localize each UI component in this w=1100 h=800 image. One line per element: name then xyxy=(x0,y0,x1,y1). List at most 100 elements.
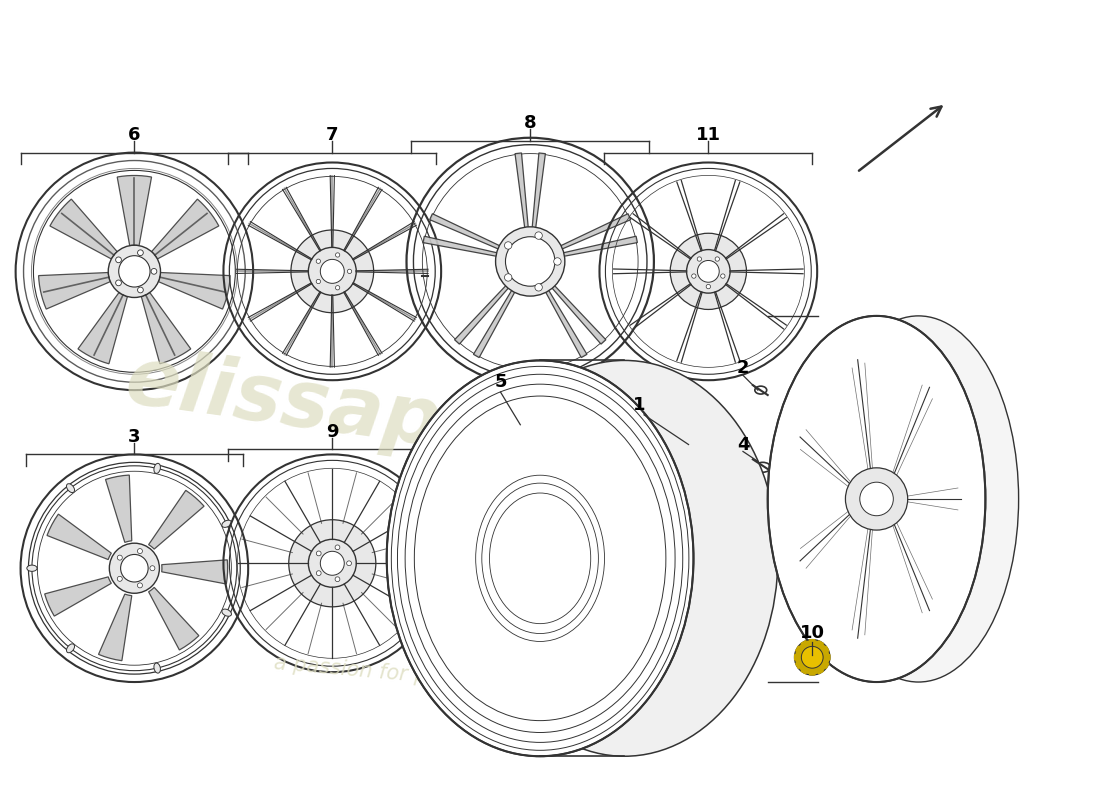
Ellipse shape xyxy=(802,646,823,668)
Ellipse shape xyxy=(482,483,598,634)
Ellipse shape xyxy=(308,539,356,587)
Polygon shape xyxy=(158,273,230,309)
Ellipse shape xyxy=(118,576,122,582)
Ellipse shape xyxy=(348,269,352,274)
Polygon shape xyxy=(801,658,812,674)
Ellipse shape xyxy=(768,316,986,682)
Text: 8: 8 xyxy=(524,114,537,132)
Ellipse shape xyxy=(222,609,231,616)
Ellipse shape xyxy=(506,237,554,286)
Polygon shape xyxy=(812,641,824,658)
Ellipse shape xyxy=(392,366,689,750)
Text: 6: 6 xyxy=(128,126,141,144)
Polygon shape xyxy=(39,273,110,309)
Ellipse shape xyxy=(154,463,161,474)
Ellipse shape xyxy=(222,520,231,527)
Ellipse shape xyxy=(505,242,512,249)
Ellipse shape xyxy=(336,253,340,257)
Polygon shape xyxy=(795,658,812,669)
Polygon shape xyxy=(50,199,118,259)
Polygon shape xyxy=(99,594,132,661)
Ellipse shape xyxy=(119,256,150,287)
Polygon shape xyxy=(454,281,513,344)
Ellipse shape xyxy=(316,259,320,263)
Ellipse shape xyxy=(336,286,340,290)
Ellipse shape xyxy=(138,549,142,554)
Ellipse shape xyxy=(289,520,376,607)
Polygon shape xyxy=(424,236,504,258)
Ellipse shape xyxy=(320,551,344,575)
Ellipse shape xyxy=(535,284,542,291)
Ellipse shape xyxy=(490,493,591,624)
Ellipse shape xyxy=(697,257,702,262)
Polygon shape xyxy=(812,646,828,658)
Polygon shape xyxy=(148,490,205,549)
Text: 7: 7 xyxy=(326,126,339,144)
Ellipse shape xyxy=(151,269,157,274)
Ellipse shape xyxy=(794,639,830,675)
Text: 2: 2 xyxy=(737,359,749,378)
Ellipse shape xyxy=(471,361,778,756)
Ellipse shape xyxy=(336,577,340,582)
Polygon shape xyxy=(812,658,824,674)
Polygon shape xyxy=(812,654,829,660)
Polygon shape xyxy=(795,646,812,658)
Ellipse shape xyxy=(121,554,148,582)
Ellipse shape xyxy=(528,368,532,373)
Polygon shape xyxy=(106,475,132,542)
Polygon shape xyxy=(557,236,637,258)
Polygon shape xyxy=(148,587,199,650)
Polygon shape xyxy=(162,560,228,584)
Ellipse shape xyxy=(116,280,121,286)
Ellipse shape xyxy=(720,274,725,278)
Ellipse shape xyxy=(66,484,75,493)
Polygon shape xyxy=(118,175,152,246)
Ellipse shape xyxy=(670,234,747,310)
Polygon shape xyxy=(801,641,812,658)
Polygon shape xyxy=(810,640,815,658)
Polygon shape xyxy=(141,293,190,364)
Ellipse shape xyxy=(138,287,143,293)
Ellipse shape xyxy=(116,257,121,262)
Ellipse shape xyxy=(320,259,344,283)
Polygon shape xyxy=(548,281,606,344)
Ellipse shape xyxy=(715,257,719,262)
Ellipse shape xyxy=(336,545,340,550)
Ellipse shape xyxy=(686,250,730,293)
Polygon shape xyxy=(554,214,630,252)
Polygon shape xyxy=(78,293,128,364)
Polygon shape xyxy=(430,214,506,252)
Text: a passion for parts since 1985: a passion for parts since 1985 xyxy=(274,654,588,701)
Ellipse shape xyxy=(692,274,696,278)
Text: 5: 5 xyxy=(494,373,507,391)
Ellipse shape xyxy=(66,644,75,653)
Ellipse shape xyxy=(118,555,122,560)
Ellipse shape xyxy=(108,246,161,298)
Ellipse shape xyxy=(26,565,37,571)
Ellipse shape xyxy=(138,250,143,255)
Ellipse shape xyxy=(535,232,542,239)
Polygon shape xyxy=(531,153,546,234)
Text: 1: 1 xyxy=(632,396,646,414)
Text: 9: 9 xyxy=(326,422,339,441)
Text: elissaparts: elissaparts xyxy=(120,342,624,488)
Ellipse shape xyxy=(317,570,321,575)
Ellipse shape xyxy=(109,543,160,594)
Polygon shape xyxy=(812,658,828,669)
Ellipse shape xyxy=(316,279,320,284)
Ellipse shape xyxy=(387,361,693,756)
Ellipse shape xyxy=(706,285,711,289)
Text: 10: 10 xyxy=(800,623,825,642)
Ellipse shape xyxy=(697,261,719,282)
Ellipse shape xyxy=(150,566,155,570)
Ellipse shape xyxy=(475,475,605,642)
Polygon shape xyxy=(47,514,111,559)
Polygon shape xyxy=(794,654,812,660)
Ellipse shape xyxy=(860,482,893,516)
Polygon shape xyxy=(810,658,815,675)
Polygon shape xyxy=(515,153,529,234)
Ellipse shape xyxy=(290,230,374,313)
Polygon shape xyxy=(542,284,587,358)
Ellipse shape xyxy=(415,396,666,721)
Ellipse shape xyxy=(308,247,356,295)
